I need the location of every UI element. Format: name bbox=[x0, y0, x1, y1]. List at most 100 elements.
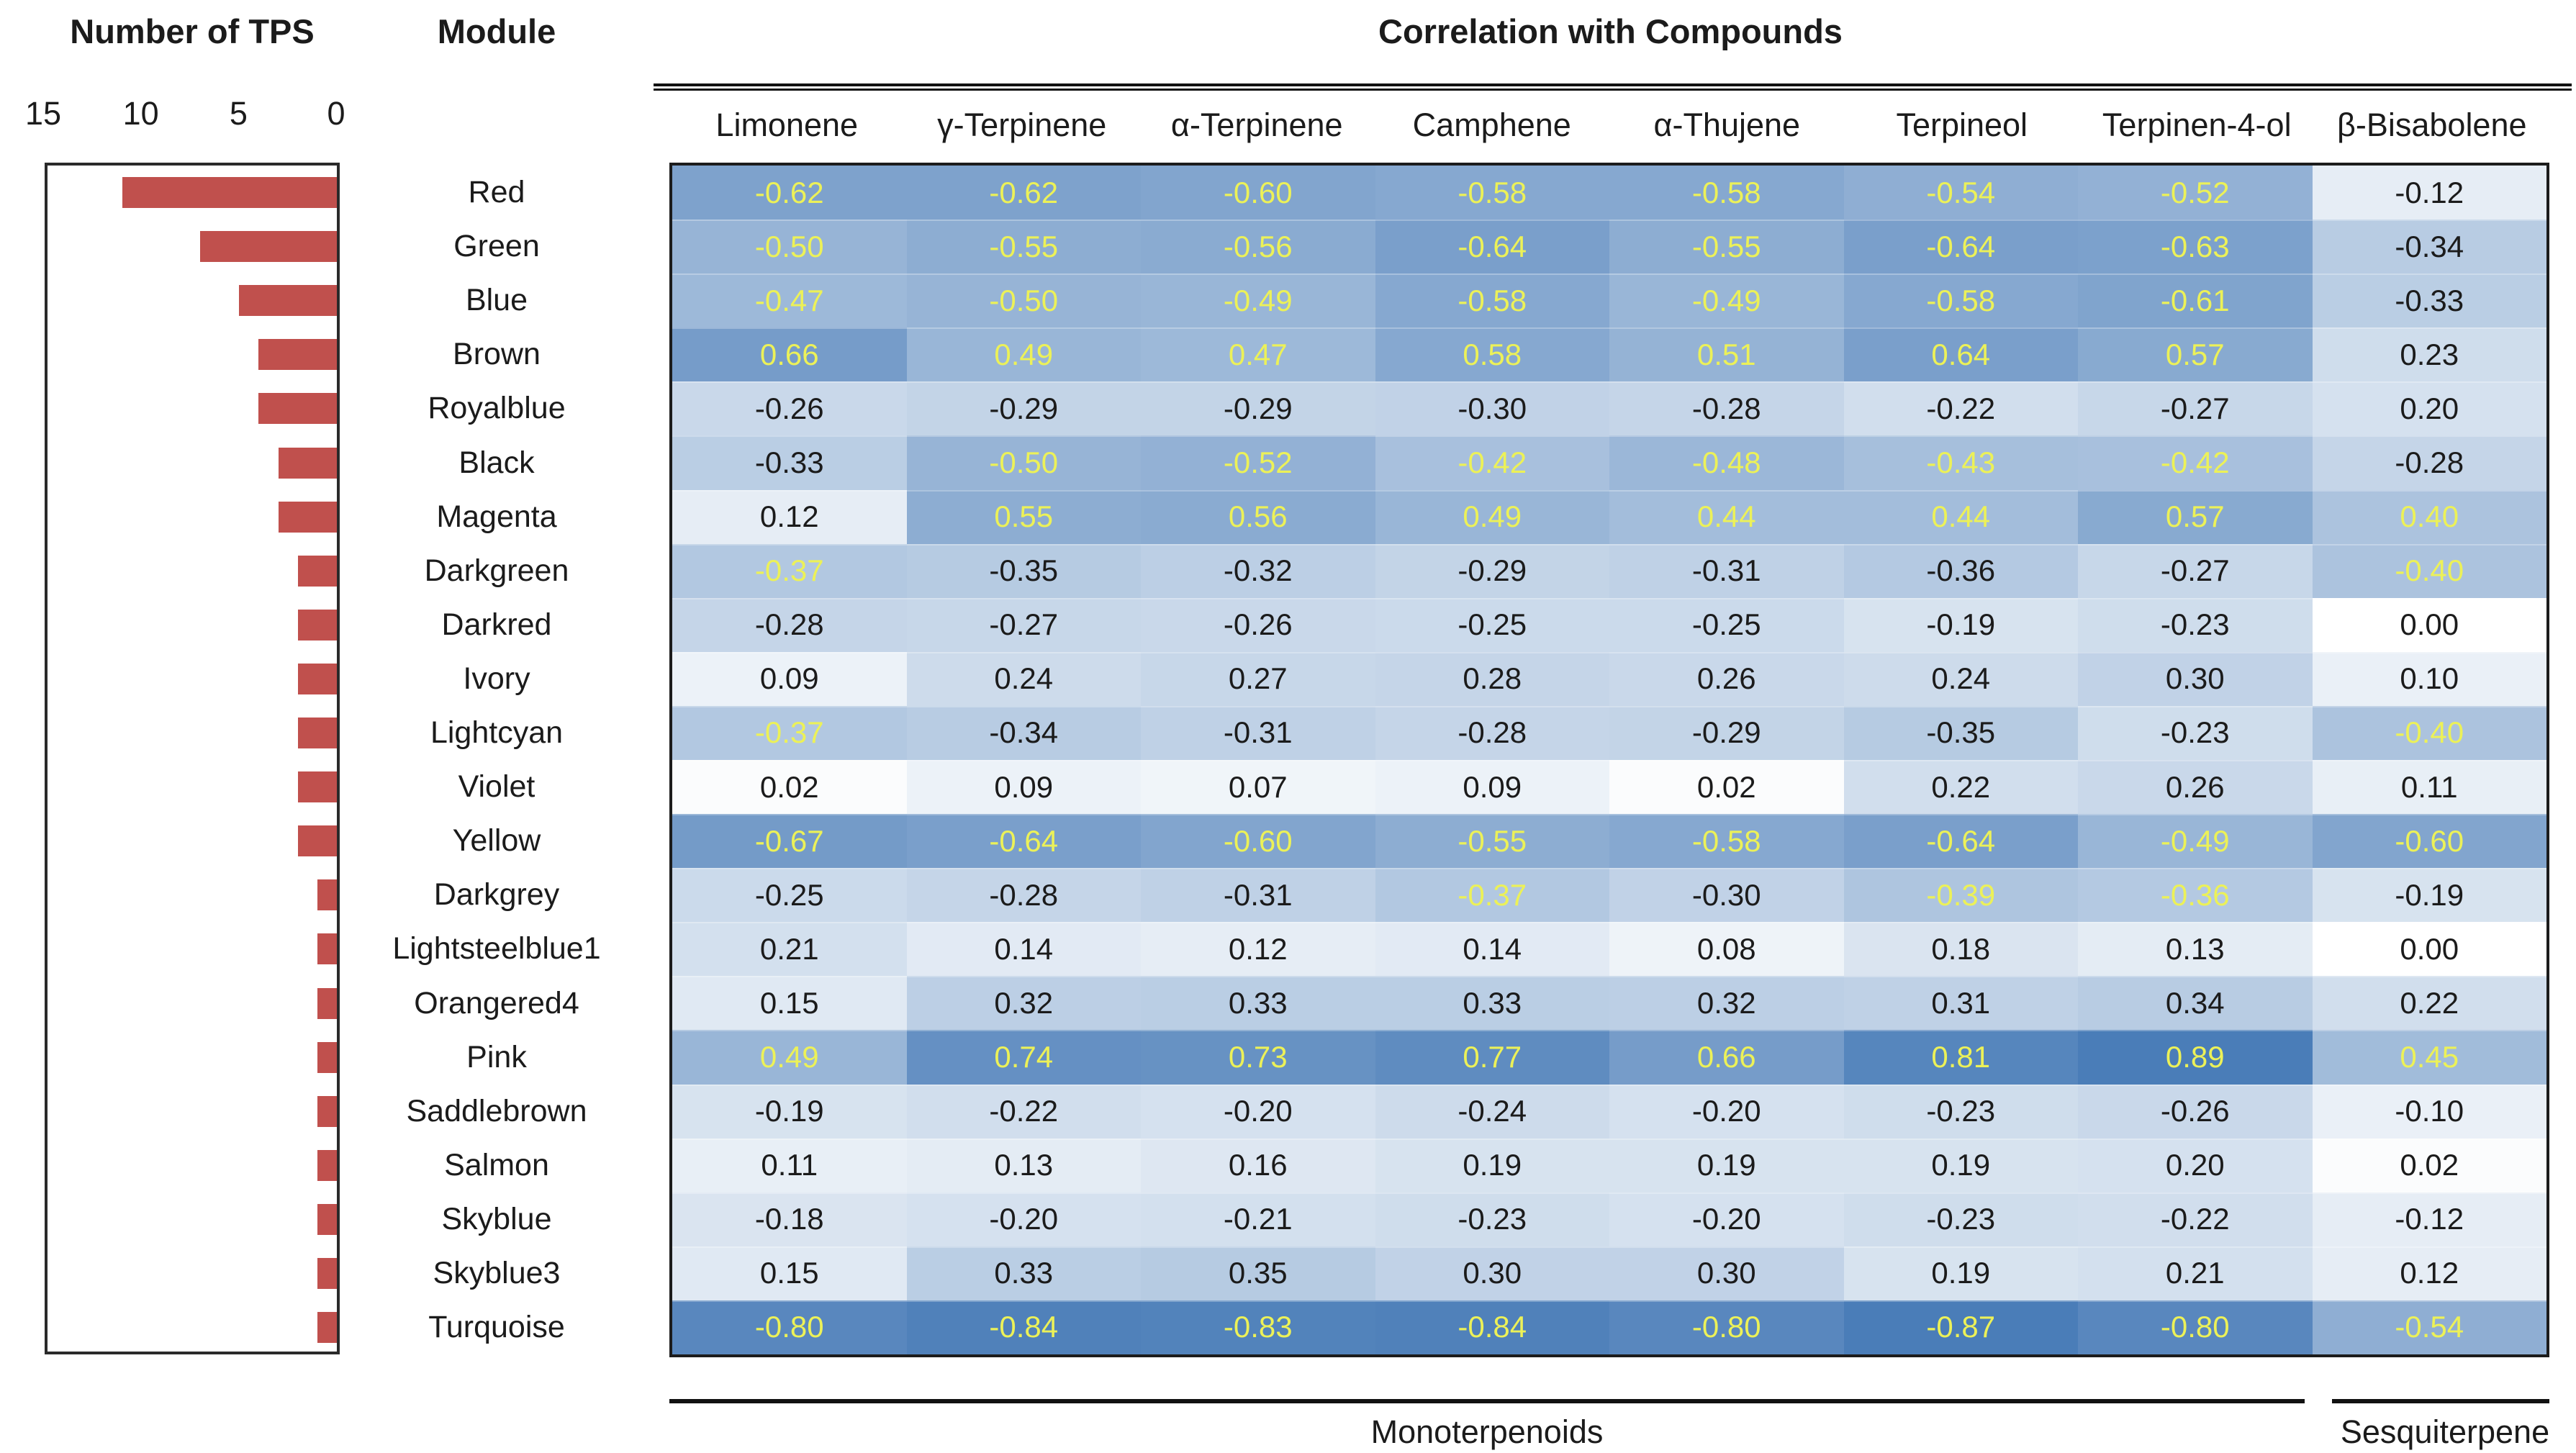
heatmap-cell-red-1: -0.62 bbox=[672, 166, 907, 220]
header-double-rule bbox=[654, 83, 2572, 91]
heatmap-cell-green-2: -0.55 bbox=[906, 219, 1141, 274]
heatmap-cell-yellow-7: -0.49 bbox=[2078, 814, 2313, 869]
module-label-skyblue3: Skyblue3 bbox=[433, 1256, 561, 1290]
module-label-royalblue: Royalblue bbox=[428, 391, 566, 426]
heatmap-cell-brown-8: 0.23 bbox=[2312, 327, 2546, 382]
heatmap-cell-orangered4-8: 0.22 bbox=[2312, 976, 2546, 1031]
heatmap-cell-black-3: -0.52 bbox=[1141, 435, 1375, 490]
heatmap-cell-ivory-8: 0.10 bbox=[2312, 651, 2546, 706]
heatmap-cell-blue-4: -0.58 bbox=[1375, 273, 1609, 328]
heatmap-cell-salmon-5: 0.19 bbox=[1609, 1138, 1844, 1192]
heatmap-cell-orangered4-5: 0.32 bbox=[1609, 976, 1844, 1031]
tps-bar-darkgreen bbox=[297, 555, 337, 587]
heatmap-cell-darkgreen-4: -0.29 bbox=[1375, 543, 1609, 598]
heatmap-cell-darkgreen-1: -0.37 bbox=[672, 543, 907, 598]
heatmap-cell-lightcyan-3: -0.31 bbox=[1141, 705, 1375, 760]
heatmap-cell-black-7: -0.42 bbox=[2078, 435, 2313, 490]
heatmap-cell-turquoise-4: -0.84 bbox=[1375, 1300, 1609, 1354]
heatmap-cell-red-4: -0.58 bbox=[1375, 166, 1609, 220]
module-label-yellow: Yellow bbox=[452, 823, 541, 859]
heatmap-cell-black-5: -0.48 bbox=[1609, 435, 1844, 490]
heatmap-cell-ivory-6: 0.24 bbox=[1843, 651, 2078, 706]
heatmap-cell-blue-3: -0.49 bbox=[1141, 273, 1375, 328]
heatmap-cell-darkgreen-2: -0.35 bbox=[906, 543, 1141, 598]
monoterpenoids-rule bbox=[669, 1399, 2305, 1403]
heatmap-cell-lightsteelblue1-5: 0.08 bbox=[1609, 922, 1844, 977]
heatmap-cell-green-4: -0.64 bbox=[1375, 219, 1609, 274]
heatmap-title: Correlation with Compounds bbox=[1378, 12, 1843, 50]
tps-bar-turquoise bbox=[317, 1312, 337, 1344]
correlation-heatmap: -0.62 -0.62 -0.60 -0.58 -0.58 -0.54 -0.52 -0.12… bbox=[669, 163, 2549, 1357]
heatmap-cell-black-4: -0.42 bbox=[1375, 435, 1609, 490]
column-header-5: α-Thujene bbox=[1653, 107, 1801, 143]
module-label-pink: Pink bbox=[466, 1039, 527, 1074]
module-label-ivory: Ivory bbox=[463, 661, 530, 696]
heatmap-cell-lightsteelblue1-4: 0.14 bbox=[1375, 922, 1609, 977]
heatmap-cell-blue-7: -0.61 bbox=[2078, 273, 2313, 328]
heatmap-cell-violet-7: 0.26 bbox=[2078, 760, 2313, 815]
heatmap-cell-royalblue-2: -0.29 bbox=[906, 381, 1141, 436]
module-label-green: Green bbox=[453, 229, 540, 264]
heatmap-cell-darkgreen-6: -0.36 bbox=[1843, 543, 2078, 598]
column-header-1: Limonene bbox=[715, 107, 859, 143]
heatmap-cell-lightsteelblue1-6: 0.18 bbox=[1843, 922, 2078, 977]
heatmap-cell-turquoise-1: -0.80 bbox=[672, 1300, 907, 1354]
heatmap-cell-lightcyan-2: -0.34 bbox=[906, 705, 1141, 760]
tps-bar-royalblue bbox=[258, 393, 337, 425]
heatmap-cell-yellow-8: -0.60 bbox=[2312, 814, 2546, 869]
heatmap-cell-skyblue-1: -0.18 bbox=[672, 1192, 907, 1246]
heatmap-cell-salmon-3: 0.16 bbox=[1141, 1138, 1375, 1192]
heatmap-cell-ivory-5: 0.26 bbox=[1609, 651, 1844, 706]
module-label-turquoise: Turquoise bbox=[428, 1310, 565, 1345]
heatmap-cell-salmon-4: 0.19 bbox=[1375, 1138, 1609, 1192]
heatmap-cell-black-8: -0.28 bbox=[2312, 435, 2546, 490]
heatmap-cell-skyblue-6: -0.23 bbox=[1843, 1192, 2078, 1246]
heatmap-cell-yellow-3: -0.60 bbox=[1141, 814, 1375, 869]
heatmap-cell-saddlebrown-6: -0.23 bbox=[1843, 1084, 2078, 1139]
tps-bar-darkred bbox=[297, 609, 337, 641]
tps-chart-title: Number of TPS bbox=[70, 12, 315, 50]
tps-axis-tick-10: 10 bbox=[122, 95, 159, 132]
heatmap-cell-royalblue-7: -0.27 bbox=[2078, 381, 2313, 436]
heatmap-cell-darkred-1: -0.28 bbox=[672, 597, 907, 652]
heatmap-cell-lightsteelblue1-7: 0.13 bbox=[2078, 922, 2313, 977]
heatmap-cell-magenta-3: 0.56 bbox=[1141, 489, 1375, 544]
monoterpenoids-label: Monoterpenoids bbox=[1370, 1413, 1604, 1450]
heatmap-cell-lightcyan-8: -0.40 bbox=[2312, 705, 2546, 760]
heatmap-cell-skyblue-2: -0.20 bbox=[906, 1192, 1141, 1246]
heatmap-cell-brown-5: 0.51 bbox=[1609, 327, 1844, 382]
module-label-orangered4: Orangered4 bbox=[414, 985, 579, 1020]
heatmap-cell-lightsteelblue1-8: 0.00 bbox=[2312, 922, 2546, 977]
heatmap-cell-saddlebrown-1: -0.19 bbox=[672, 1084, 907, 1139]
heatmap-cell-darkgrey-6: -0.39 bbox=[1843, 868, 2078, 923]
heatmap-cell-royalblue-6: -0.22 bbox=[1843, 381, 2078, 436]
heatmap-cell-salmon-7: 0.20 bbox=[2078, 1138, 2313, 1192]
heatmap-cell-green-1: -0.50 bbox=[672, 219, 907, 274]
heatmap-cell-ivory-4: 0.28 bbox=[1375, 651, 1609, 706]
heatmap-cell-yellow-2: -0.64 bbox=[906, 814, 1141, 869]
heatmap-cell-violet-1: 0.02 bbox=[672, 760, 907, 815]
heatmap-cell-violet-8: 0.11 bbox=[2312, 760, 2546, 815]
heatmap-cell-brown-2: 0.49 bbox=[906, 327, 1141, 382]
heatmap-cell-pink-5: 0.66 bbox=[1609, 1030, 1844, 1085]
module-label-violet: Violet bbox=[458, 769, 535, 805]
heatmap-cell-darkgreen-3: -0.32 bbox=[1141, 543, 1375, 598]
heatmap-cell-green-3: -0.56 bbox=[1141, 219, 1375, 274]
tps-bar-chart bbox=[45, 163, 340, 1354]
heatmap-cell-turquoise-5: -0.80 bbox=[1609, 1300, 1844, 1354]
module-column-header: Module bbox=[437, 12, 556, 50]
heatmap-cell-blue-6: -0.58 bbox=[1843, 273, 2078, 328]
heatmap-cell-orangered4-1: 0.15 bbox=[672, 976, 907, 1031]
heatmap-cell-lightsteelblue1-3: 0.12 bbox=[1141, 922, 1375, 977]
module-label-darkgrey: Darkgrey bbox=[433, 877, 560, 913]
heatmap-cell-brown-4: 0.58 bbox=[1375, 327, 1609, 382]
heatmap-cell-magenta-5: 0.44 bbox=[1609, 489, 1844, 544]
module-label-blue: Blue bbox=[465, 283, 528, 318]
module-label-brown: Brown bbox=[453, 337, 541, 372]
module-label-skyblue: Skyblue bbox=[441, 1201, 552, 1236]
heatmap-cell-royalblue-3: -0.29 bbox=[1141, 381, 1375, 436]
heatmap-cell-orangered4-3: 0.33 bbox=[1141, 976, 1375, 1031]
heatmap-cell-turquoise-8: -0.54 bbox=[2312, 1300, 2546, 1354]
heatmap-cell-darkgreen-8: -0.40 bbox=[2312, 543, 2546, 598]
heatmap-cell-saddlebrown-7: -0.26 bbox=[2078, 1084, 2313, 1139]
